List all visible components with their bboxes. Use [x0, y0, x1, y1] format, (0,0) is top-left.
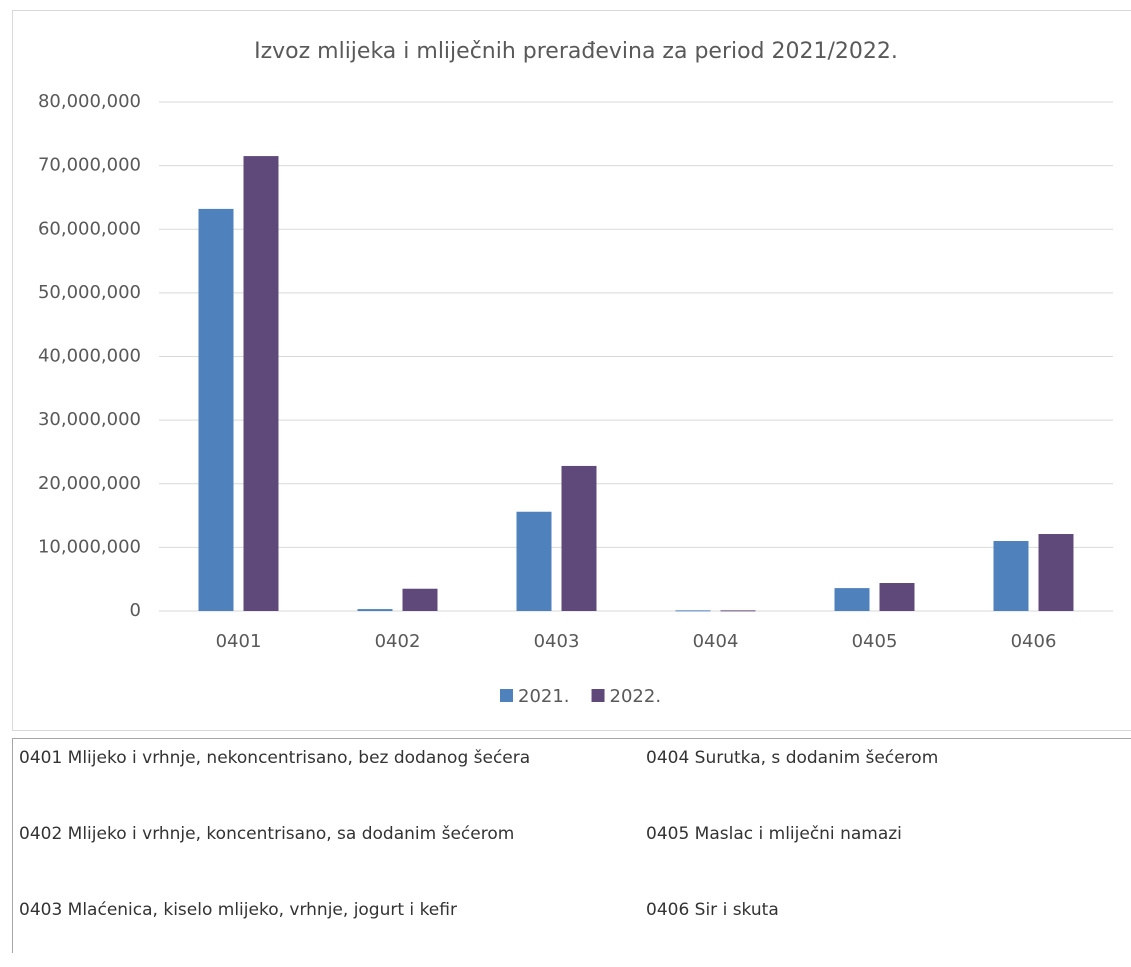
x-tick-label: 0405 [852, 631, 898, 652]
legend-swatch [592, 689, 605, 702]
bar [835, 588, 870, 611]
table-cell: 0405 Maslac i mliječni namazi [646, 815, 902, 891]
bar [994, 541, 1029, 611]
bar [562, 466, 597, 611]
y-tick-label: 0 [130, 600, 141, 621]
y-tick-label: 50,000,000 [38, 282, 141, 303]
table-row: 0403 Mlaćenica, kiselo mlijeko, vrhnje, … [13, 891, 1131, 967]
legend-table: 0401 Mlijeko i vrhnje, nekoncentrisano, … [12, 738, 1131, 953]
y-tick-label: 40,000,000 [38, 346, 141, 367]
legend-label: 2022. [610, 686, 662, 707]
bar [721, 610, 756, 611]
bar [244, 156, 279, 611]
x-tick-label: 0402 [375, 631, 421, 652]
y-tick-label: 80,000,000 [38, 91, 141, 112]
legend-swatch [500, 689, 513, 702]
table-cell: 0401 Mlijeko i vrhnje, nekoncentrisano, … [19, 739, 612, 815]
y-tick-label: 60,000,000 [38, 218, 141, 239]
chart-border [13, 11, 1131, 731]
table-cell: 0403 Mlaćenica, kiselo mlijeko, vrhnje, … [19, 891, 612, 967]
x-tick-label: 0404 [693, 631, 739, 652]
legend-label: 2021. [518, 686, 570, 707]
bar [676, 610, 711, 611]
bar [517, 512, 552, 611]
bar [1039, 534, 1074, 611]
table-row: 0402 Mlijeko i vrhnje, koncentrisano, sa… [13, 815, 1131, 891]
bar [403, 589, 438, 611]
y-tick-label: 20,000,000 [38, 473, 141, 494]
bar [358, 609, 393, 611]
table-row: 0401 Mlijeko i vrhnje, nekoncentrisano, … [13, 739, 1131, 815]
table-cell: 0402 Mlijeko i vrhnje, koncentrisano, sa… [19, 815, 612, 891]
x-tick-label: 0406 [1011, 631, 1057, 652]
y-tick-label: 10,000,000 [38, 536, 141, 557]
table-cell: 0404 Surutka, s dodanim šećerom [646, 739, 938, 815]
y-tick-label: 70,000,000 [38, 155, 141, 176]
x-tick-label: 0401 [216, 631, 262, 652]
chart-title: Izvoz mlijeka i mliječnih prerađevina za… [254, 39, 898, 64]
bar [880, 583, 915, 611]
table-cell: 0406 Sir i skuta [646, 891, 779, 967]
x-tick-label: 0403 [534, 631, 580, 652]
bar [199, 209, 234, 611]
chart: Izvoz mlijeka i mliječnih prerađevina za… [0, 0, 1131, 735]
y-tick-label: 30,000,000 [38, 409, 141, 430]
